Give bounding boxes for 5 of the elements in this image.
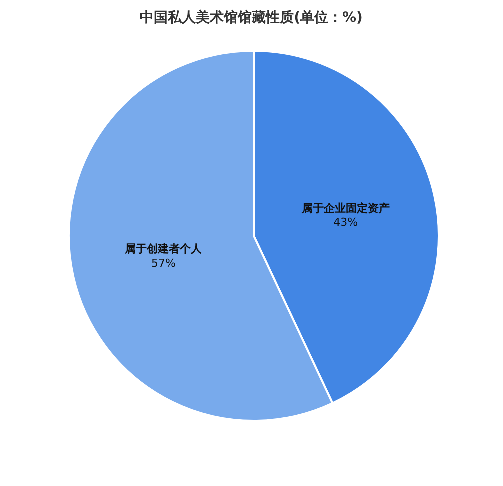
- data-label: 57%: [152, 256, 176, 270]
- slice-label: 属于创建者个人: [124, 242, 204, 256]
- data-label: 43%: [334, 216, 358, 230]
- slice-label: 属于企业固定资产: [300, 202, 390, 215]
- chart-title: 中国私人美术馆馆藏性质(单位：%): [140, 8, 363, 26]
